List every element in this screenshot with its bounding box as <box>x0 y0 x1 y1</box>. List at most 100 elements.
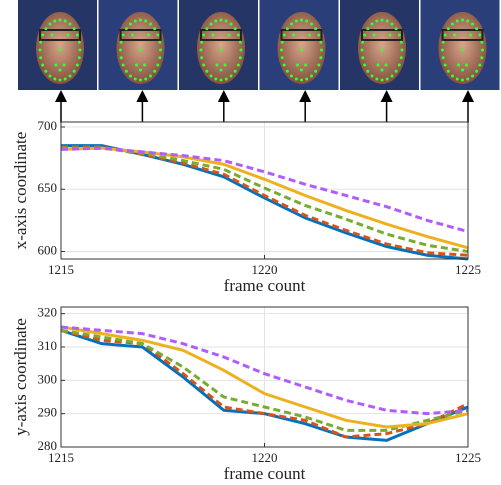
landmark <box>380 68 384 72</box>
landmark <box>39 40 43 44</box>
landmark <box>219 18 223 22</box>
landmark <box>214 77 218 81</box>
y-tick-label: 320 <box>38 305 58 320</box>
landmark <box>441 40 445 44</box>
landmark <box>236 33 240 37</box>
landmark <box>471 22 474 26</box>
landmark <box>390 74 394 78</box>
landmark <box>124 69 128 73</box>
landmark <box>50 33 54 37</box>
landmark <box>317 33 321 37</box>
landmark <box>133 19 137 23</box>
landmark <box>200 40 204 44</box>
x-tick-label: 1225 <box>455 450 481 465</box>
landmark <box>58 68 62 72</box>
landmark <box>48 22 52 26</box>
landmark <box>68 74 72 78</box>
landmark <box>133 77 137 81</box>
landmark <box>292 33 295 37</box>
landmark <box>63 19 67 23</box>
landmark <box>41 63 45 67</box>
landmark <box>227 33 231 37</box>
landmark <box>385 77 389 81</box>
y-tick-label: 310 <box>38 338 58 353</box>
landmark <box>466 77 470 81</box>
landmark <box>481 48 484 52</box>
landmark <box>296 63 299 67</box>
face <box>358 12 406 84</box>
landmark <box>78 48 82 52</box>
landmark <box>158 56 162 60</box>
landmark <box>219 68 223 72</box>
landmark <box>384 63 388 67</box>
landmark <box>156 63 160 67</box>
landmark <box>360 48 364 52</box>
landmark <box>62 63 66 67</box>
landmark <box>285 69 289 73</box>
landmark <box>153 27 157 31</box>
landmark <box>461 68 464 72</box>
landmark <box>394 69 398 73</box>
landmark <box>149 74 152 78</box>
landmark <box>144 19 148 23</box>
landmark <box>305 19 309 23</box>
x-tick-label: 1215 <box>48 262 74 277</box>
landmark <box>285 27 289 31</box>
landmark <box>229 74 233 78</box>
landmark <box>317 63 321 67</box>
landmark <box>455 19 459 23</box>
landmark <box>314 27 318 31</box>
landmark <box>209 74 213 78</box>
landmark <box>399 56 403 60</box>
landmark <box>319 40 323 44</box>
landmark <box>38 48 42 52</box>
landmark <box>139 48 142 52</box>
landmark <box>156 33 160 37</box>
landmark <box>121 63 125 67</box>
landmark <box>58 78 62 82</box>
landmark <box>224 77 228 81</box>
landmark <box>282 63 286 67</box>
landmark <box>376 63 380 67</box>
landmark <box>388 33 392 37</box>
landmark <box>139 78 142 82</box>
landmark <box>44 27 48 31</box>
landmark <box>475 69 479 73</box>
landmark <box>441 48 444 52</box>
landmark <box>233 27 237 31</box>
landmark <box>205 69 209 73</box>
face-strip <box>18 0 500 90</box>
glasses <box>39 29 81 41</box>
x-tick-label: 1220 <box>252 262 278 277</box>
landmark <box>300 48 303 52</box>
landmark <box>153 69 157 73</box>
landmark <box>385 19 389 23</box>
landmark <box>159 48 162 52</box>
landmark <box>280 48 283 52</box>
landmark <box>466 19 470 23</box>
landmark <box>75 63 79 67</box>
landmark <box>139 18 142 22</box>
landmark <box>478 33 482 37</box>
landmark <box>53 19 57 23</box>
landmark <box>66 33 70 37</box>
x-axis-label: frame count <box>224 464 306 483</box>
landmark <box>453 33 456 37</box>
landmark <box>44 69 48 73</box>
landmark <box>310 74 313 78</box>
landmark <box>211 33 215 37</box>
glasses <box>200 29 242 41</box>
landmark <box>135 63 138 67</box>
landmark <box>129 74 132 78</box>
landmark <box>451 22 454 26</box>
landmark <box>282 33 286 37</box>
landmark <box>219 78 223 82</box>
landmark <box>300 68 303 72</box>
landmark <box>400 48 404 52</box>
landmark <box>229 22 233 26</box>
landmark <box>471 74 474 78</box>
face <box>36 12 84 84</box>
y-axis-label: y-axis coordinate <box>11 318 30 436</box>
y-tick-label: 650 <box>38 180 58 195</box>
